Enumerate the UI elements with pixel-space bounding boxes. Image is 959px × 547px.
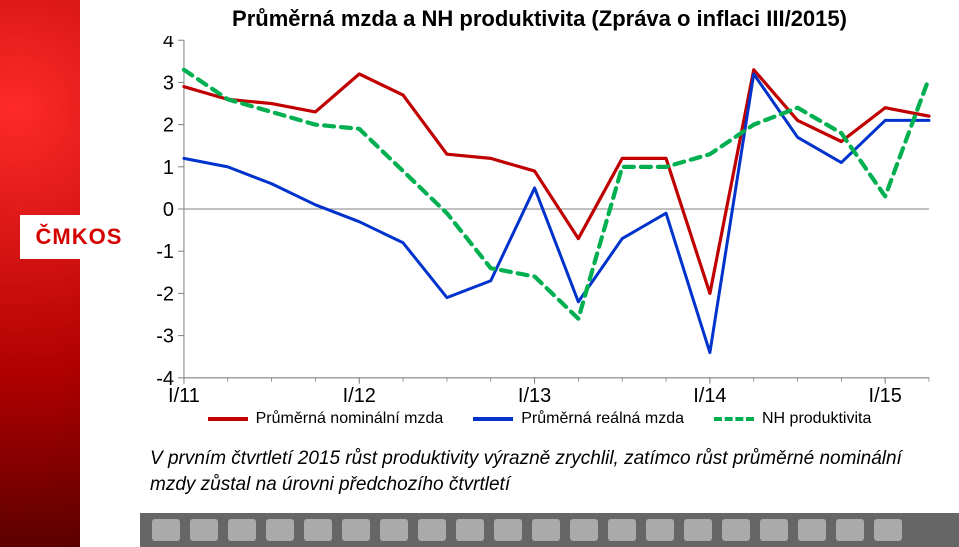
chart-caption: V prvním čtvrtletí 2015 růst produktivit… [150, 446, 929, 497]
footer-logo [646, 519, 674, 541]
red-gradient [0, 0, 80, 547]
footer-logo [836, 519, 864, 541]
footer-logo [494, 519, 522, 541]
svg-text:3: 3 [163, 72, 174, 94]
cmkos-badge-text: ČMKOS [36, 224, 123, 250]
footer-logo [228, 519, 256, 541]
footer-logo [152, 519, 180, 541]
legend-swatch [714, 417, 754, 421]
chart-area: 43210-1-2-3-4I/11I/12I/13I/14I/15 [140, 36, 939, 406]
footer-logo [570, 519, 598, 541]
svg-text:I/13: I/13 [518, 385, 551, 406]
footer-logo [342, 519, 370, 541]
legend-label: NH produktivita [762, 410, 871, 428]
legend-item: NH produktivita [714, 410, 871, 428]
footer-logo [874, 519, 902, 541]
svg-text:I/14: I/14 [693, 385, 726, 406]
series-pr-m-rn-nomin-ln-mzda [184, 70, 929, 294]
svg-text:-2: -2 [156, 283, 174, 305]
left-brand-bar: ČMKOS [0, 0, 140, 547]
footer-logo [418, 519, 446, 541]
legend-item: Průměrná reálná mzda [473, 410, 684, 428]
footer-logo [722, 519, 750, 541]
legend-swatch [473, 417, 513, 421]
chart-legend: Průměrná nominální mzda Průměrná reálná m… [140, 410, 939, 428]
footer-logo [304, 519, 332, 541]
svg-text:I/11: I/11 [168, 385, 200, 406]
legend-item: Průměrná nominální mzda [208, 410, 444, 428]
footer-logo-strip [140, 513, 959, 547]
svg-text:-3: -3 [156, 326, 174, 348]
svg-text:I/12: I/12 [343, 385, 376, 406]
footer-logo [532, 519, 560, 541]
legend-label: Průměrná reálná mzda [521, 410, 684, 428]
legend-swatch [208, 417, 248, 421]
footer-logo [380, 519, 408, 541]
svg-text:2: 2 [163, 115, 174, 137]
line-chart: 43210-1-2-3-4I/11I/12I/13I/14I/15 [140, 36, 939, 406]
footer-logo [798, 519, 826, 541]
svg-text:I/15: I/15 [869, 385, 902, 406]
footer-logo [456, 519, 484, 541]
footer-logo [266, 519, 294, 541]
svg-text:4: 4 [163, 36, 174, 52]
series-pr-m-rn-re-ln-mzda [184, 74, 929, 353]
svg-text:-1: -1 [156, 241, 174, 263]
cmkos-badge: ČMKOS [20, 215, 138, 259]
svg-text:1: 1 [163, 157, 174, 179]
footer-logo [684, 519, 712, 541]
main-panel: Průměrná mzda a NH produktivita (Zpráva … [140, 0, 959, 547]
footer-logo [760, 519, 788, 541]
footer-logo [608, 519, 636, 541]
svg-text:0: 0 [163, 199, 174, 221]
chart-title: Průměrná mzda a NH produktivita (Zpráva … [140, 6, 939, 32]
legend-label: Průměrná nominální mzda [256, 410, 444, 428]
footer-logo [190, 519, 218, 541]
